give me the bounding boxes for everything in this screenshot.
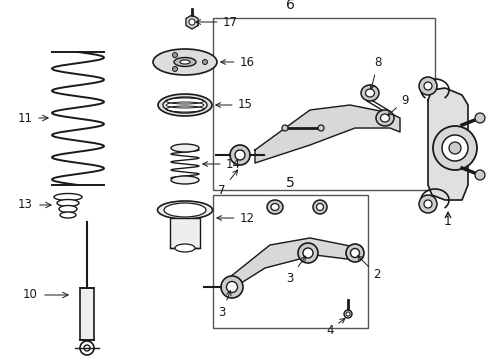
Circle shape: [441, 135, 467, 161]
Circle shape: [202, 59, 207, 64]
Text: 7: 7: [218, 170, 237, 197]
Text: 9: 9: [387, 94, 408, 116]
Text: 6: 6: [285, 0, 294, 12]
Text: 8: 8: [369, 57, 381, 89]
Bar: [213, 18, 434, 190]
Ellipse shape: [303, 248, 312, 258]
Ellipse shape: [235, 150, 244, 160]
Circle shape: [418, 77, 436, 95]
Text: 3: 3: [286, 256, 305, 284]
Ellipse shape: [158, 94, 212, 116]
Circle shape: [474, 170, 484, 180]
Circle shape: [84, 345, 90, 351]
Ellipse shape: [317, 125, 324, 131]
Circle shape: [172, 67, 177, 71]
Ellipse shape: [365, 89, 374, 97]
Ellipse shape: [157, 201, 212, 219]
FancyBboxPatch shape: [80, 288, 94, 340]
Text: 2: 2: [357, 256, 380, 282]
Text: 12: 12: [216, 211, 254, 225]
Text: 4: 4: [325, 318, 344, 337]
Polygon shape: [229, 238, 354, 290]
Ellipse shape: [54, 194, 82, 201]
Circle shape: [474, 113, 484, 123]
Circle shape: [189, 19, 195, 25]
Ellipse shape: [360, 85, 378, 101]
Ellipse shape: [171, 176, 199, 184]
Ellipse shape: [153, 49, 217, 75]
Ellipse shape: [57, 199, 79, 207]
Text: 11: 11: [18, 112, 33, 125]
Circle shape: [418, 195, 436, 213]
Text: 15: 15: [215, 99, 252, 112]
Ellipse shape: [297, 243, 317, 263]
Text: 16: 16: [221, 55, 254, 68]
Ellipse shape: [60, 212, 76, 218]
Circle shape: [172, 53, 177, 58]
Ellipse shape: [350, 248, 359, 257]
Bar: [213, 195, 367, 328]
Text: 1: 1: [443, 215, 451, 228]
Ellipse shape: [229, 145, 249, 165]
Ellipse shape: [270, 203, 279, 211]
Circle shape: [432, 126, 476, 170]
Text: 17: 17: [196, 15, 237, 28]
FancyBboxPatch shape: [170, 218, 200, 248]
Ellipse shape: [266, 200, 283, 214]
Ellipse shape: [163, 203, 205, 217]
Ellipse shape: [312, 200, 326, 214]
Ellipse shape: [380, 114, 389, 122]
Circle shape: [80, 341, 94, 355]
Circle shape: [423, 200, 431, 208]
Ellipse shape: [282, 125, 287, 131]
Circle shape: [423, 82, 431, 90]
Ellipse shape: [316, 203, 323, 211]
Ellipse shape: [59, 206, 77, 212]
Ellipse shape: [175, 244, 195, 252]
Ellipse shape: [226, 282, 237, 292]
Polygon shape: [254, 105, 399, 163]
Ellipse shape: [171, 144, 199, 152]
Ellipse shape: [375, 110, 393, 126]
Ellipse shape: [343, 310, 351, 318]
Ellipse shape: [174, 58, 196, 67]
Ellipse shape: [346, 312, 349, 316]
Text: 3: 3: [218, 291, 230, 319]
Text: 14: 14: [203, 158, 240, 171]
Text: 13: 13: [18, 198, 33, 211]
Text: 5: 5: [285, 176, 294, 190]
Ellipse shape: [163, 97, 206, 113]
Ellipse shape: [346, 244, 363, 262]
Polygon shape: [427, 88, 467, 200]
Circle shape: [448, 142, 460, 154]
Polygon shape: [185, 15, 198, 29]
Ellipse shape: [221, 276, 243, 298]
Ellipse shape: [180, 60, 190, 64]
Text: 10: 10: [23, 288, 38, 302]
